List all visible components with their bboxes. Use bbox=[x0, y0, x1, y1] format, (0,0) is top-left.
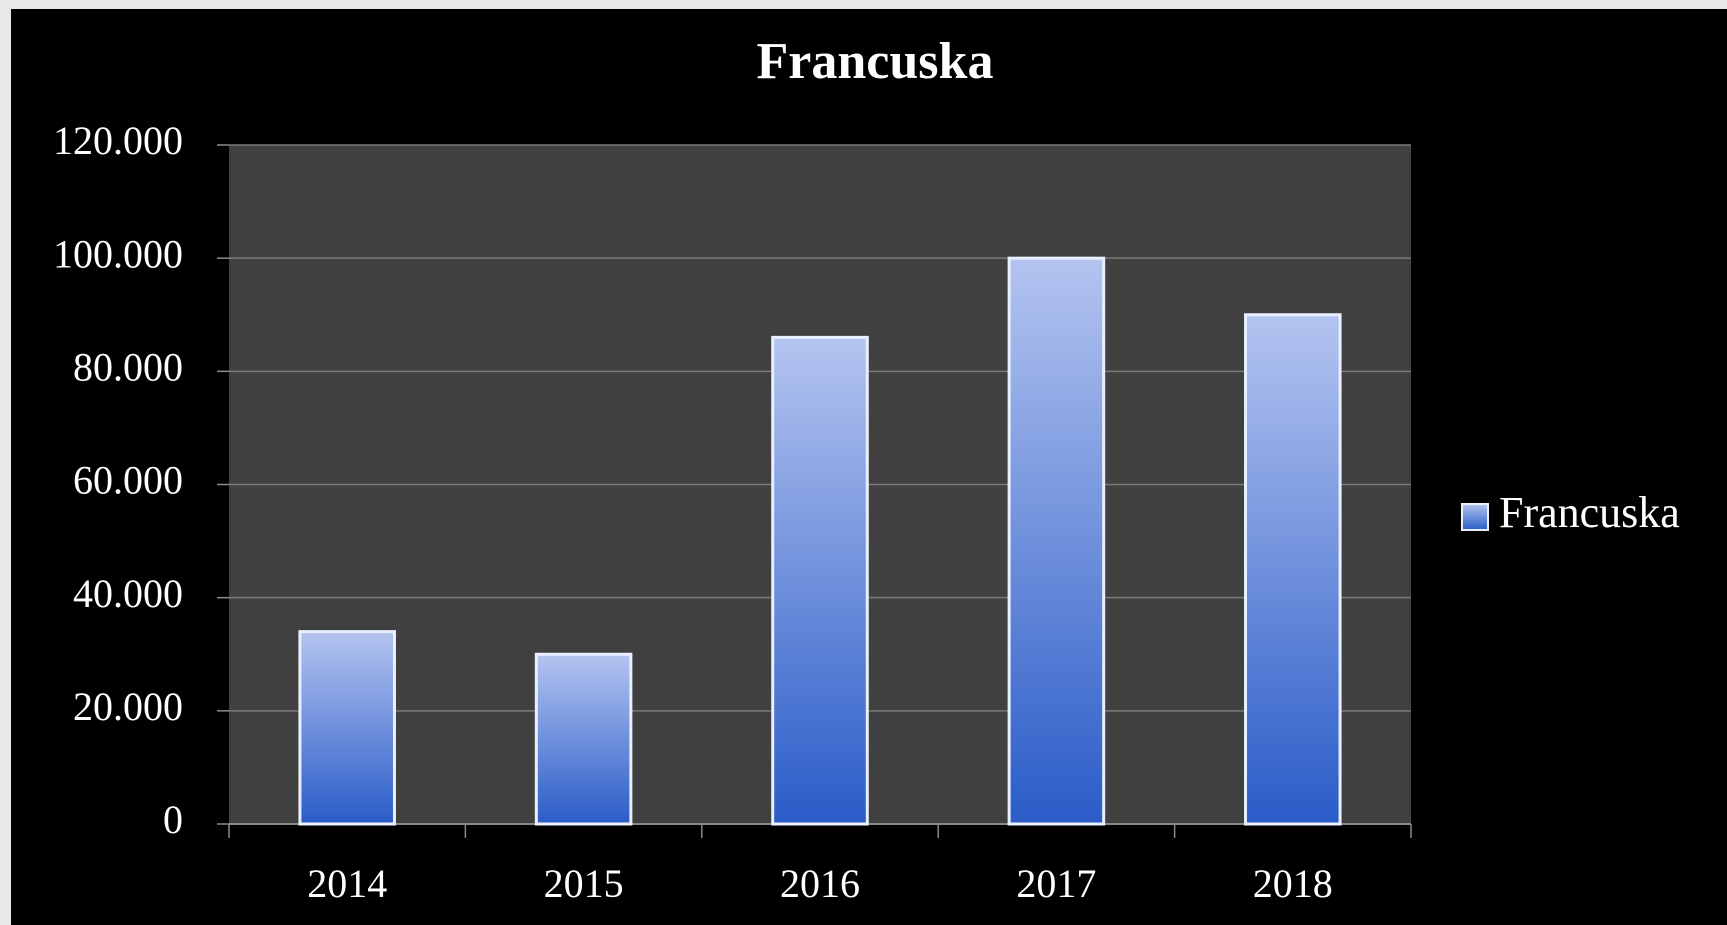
y-tick-label: 40.000 bbox=[73, 571, 183, 616]
x-tick-label: 2014 bbox=[307, 861, 387, 906]
y-tick-label: 80.000 bbox=[73, 345, 183, 390]
bar bbox=[298, 630, 396, 826]
y-tick-label: 0 bbox=[163, 797, 183, 842]
x-tick-label: 2015 bbox=[544, 861, 624, 906]
y-tick-label: 100.000 bbox=[53, 231, 183, 276]
y-tick-label: 120.000 bbox=[53, 118, 183, 163]
y-tick-label: 60.000 bbox=[73, 458, 183, 503]
x-tick-label: 2018 bbox=[1253, 861, 1333, 906]
y-tick-label: 20.000 bbox=[73, 684, 183, 729]
x-tick-label: 2017 bbox=[1016, 861, 1096, 906]
chart-title: Francuska bbox=[757, 33, 994, 90]
x-tick-label: 2016 bbox=[780, 861, 860, 906]
legend-label: Francuska bbox=[1499, 488, 1680, 537]
bar bbox=[1244, 313, 1342, 826]
bar bbox=[1007, 256, 1106, 826]
bar bbox=[771, 335, 869, 826]
legend-swatch bbox=[1461, 503, 1489, 531]
bar bbox=[534, 652, 633, 826]
